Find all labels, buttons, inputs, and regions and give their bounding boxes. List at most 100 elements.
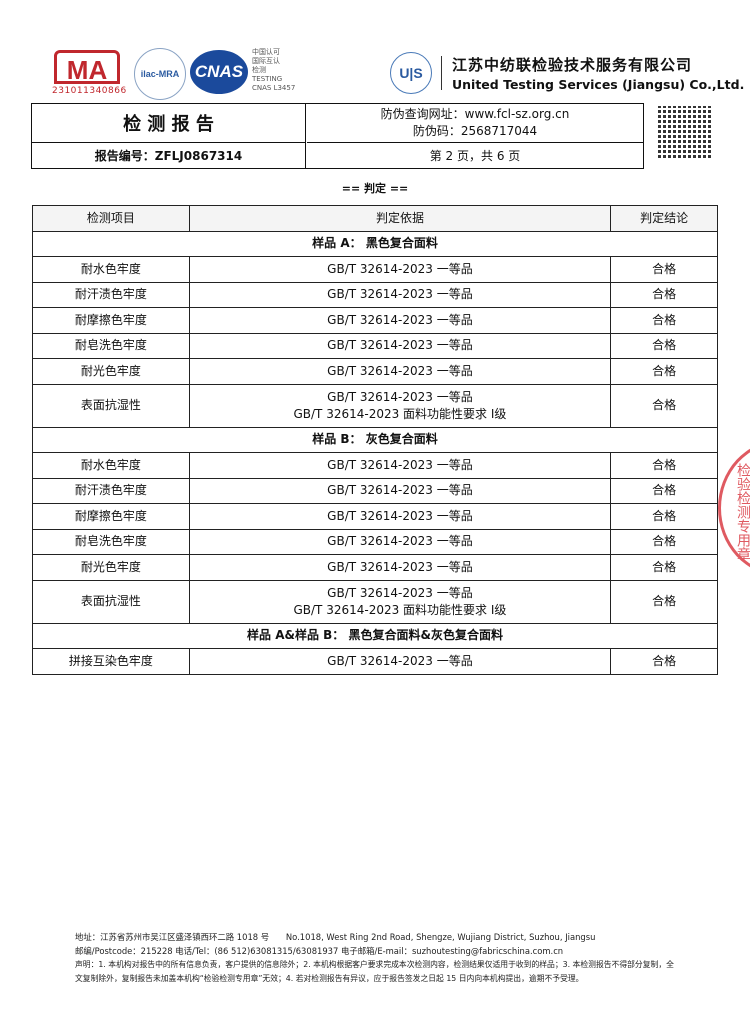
qr-code (658, 106, 712, 160)
footer-address: 地址：江苏省苏州市吴江区盛泽镇西环二路 1018 号 No.1018, West… (75, 932, 596, 942)
cnas-logo: CNAS (190, 50, 248, 94)
footer: 地址：江苏省苏州市吴江区盛泽镇西环二路 1018 号 No.1018, West… (75, 930, 675, 986)
table-row: 耐水色牢度 GB/T 32614-2023 一等品 合格 (32, 256, 718, 283)
basis-line: GB/T 32614-2023 面料功能性要求 Ⅰ级 (293, 406, 507, 421)
basis-cell: GB/T 32614-2023 一等品 (188, 358, 612, 385)
report-header-box: 检 测 报 告 防伪查询网址：www.fcl-sz.org.cn 防伪码：256… (31, 103, 644, 169)
table-row: 耐光色牢度 GB/T 32614-2023 一等品 合格 (32, 554, 718, 581)
basis-cell: GB/T 32614-2023 一等品 (188, 648, 612, 675)
basis-cell: GB/T 32614-2023 一等品 GB/T 32614-2023 面料功能性… (188, 579, 612, 624)
table-row: 表面抗湿性 GB/T 32614-2023 一等品 GB/T 32614-2023 … (32, 383, 718, 428)
basis-line: GB/T 32614-2023 面料功能性要求 Ⅰ级 (293, 602, 507, 617)
basis-line: GB/T 32614-2023 一等品 (327, 534, 473, 549)
group-title: 样品 A： 黑色复合面料 (32, 230, 718, 257)
basis-line: GB/T 32614-2023 一等品 (327, 287, 473, 302)
result: 合格 (610, 256, 718, 283)
table-row: 耐汗渍色牢度 GB/T 32614-2023 一等品 合格 (32, 281, 718, 308)
table-row: 表面抗湿性 GB/T 32614-2023 一等品 GB/T 32614-2023 … (32, 579, 718, 624)
group-row: 样品 B： 灰色复合面料 (32, 426, 718, 453)
divider (441, 56, 442, 90)
test-item: 耐皂洗色牢度 (32, 332, 190, 359)
basis-line: GB/T 32614-2023 一等品 (327, 338, 473, 353)
test-item: 耐汗渍色牢度 (32, 477, 190, 504)
result: 合格 (610, 648, 718, 675)
basis-line: GB/T 32614-2023 一等品 (327, 653, 473, 668)
cnas-text: 中国认可 国际互认 检测 TESTING CNAS L3457 (252, 48, 296, 92)
basis-cell: GB/T 32614-2023 一等品 (188, 256, 612, 283)
table-row: 耐光色牢度 GB/T 32614-2023 一等品 合格 (32, 358, 718, 385)
group-title: 样品 A&样品 B： 黑色复合面料&灰色复合面料 (32, 622, 718, 649)
result: 合格 (610, 528, 718, 555)
basis-line: GB/T 32614-2023 一等品 (327, 389, 473, 404)
basis-cell: GB/T 32614-2023 一等品 (188, 452, 612, 479)
basis-line: GB/T 32614-2023 一等品 (327, 585, 473, 600)
table-header-row: 检测项目 判定依据 判定结论 (32, 205, 718, 232)
report-number: 报告编号：ZFLJ0867314 (32, 143, 306, 168)
result: 合格 (610, 579, 718, 624)
test-item: 耐皂洗色牢度 (32, 528, 190, 555)
table-row: 耐摩擦色牢度 GB/T 32614-2023 一等品 合格 (32, 307, 718, 334)
verify-code: 防伪码：2568717044 (412, 124, 538, 138)
basis-cell: GB/T 32614-2023 一等品 (188, 554, 612, 581)
table-row: 耐摩擦色牢度 GB/T 32614-2023 一等品 合格 (32, 503, 718, 530)
test-item: 耐汗渍色牢度 (32, 281, 190, 308)
results-table: 检测项目 判定依据 判定结论 样品 A： 黑色复合面料 耐水色牢度 GB/T 32614-… (32, 205, 718, 675)
basis-line: GB/T 32614-2023 一等品 (327, 457, 473, 472)
basis-cell: GB/T 32614-2023 一等品 (188, 503, 612, 530)
column-header: 检测项目 (32, 205, 190, 232)
ilac-logo: ilac-MRA (134, 48, 186, 100)
basis-line: GB/T 32614-2023 一等品 (327, 312, 473, 327)
cma-logo: MA (54, 50, 120, 85)
result: 合格 (610, 503, 718, 530)
official-stamp: 检验检测专用章 (718, 440, 750, 576)
result: 合格 (610, 307, 718, 334)
result: 合格 (610, 477, 718, 504)
table-row: 耐水色牢度 GB/T 32614-2023 一等品 合格 (32, 452, 718, 479)
basis-cell: GB/T 32614-2023 一等品 (188, 307, 612, 334)
group-row: 样品 A&样品 B： 黑色复合面料&灰色复合面料 (32, 622, 718, 649)
column-header: 判定依据 (188, 205, 612, 232)
test-item: 耐水色牢度 (32, 452, 190, 479)
result: 合格 (610, 452, 718, 479)
uts-logo: U|S (390, 52, 432, 94)
test-item: 拼接互染色牢度 (32, 648, 190, 675)
company-name-cn: 江苏中纺联检验技术服务有限公司 (452, 56, 693, 74)
test-item: 耐光色牢度 (32, 358, 190, 385)
test-item: 耐水色牢度 (32, 256, 190, 283)
page-info: 第 2 页，共 6 页 (429, 149, 521, 163)
basis-line: GB/T 32614-2023 一等品 (327, 508, 473, 523)
basis-line: GB/T 32614-2023 一等品 (327, 261, 473, 276)
basis-line: GB/T 32614-2023 一等品 (327, 559, 473, 574)
test-item: 表面抗湿性 (32, 579, 190, 624)
company-name-en: United Testing Services (Jiangsu) Co.,Lt… (452, 77, 745, 92)
column-header: 判定结论 (610, 205, 718, 232)
basis-cell: GB/T 32614-2023 一等品 (188, 528, 612, 555)
footer-statement: 声明：1. 本机构对报告中的所有信息负责，客户提供的信息除外；2. 本机构根据客… (75, 960, 674, 983)
table-row: 耐皂洗色牢度 GB/T 32614-2023 一等品 合格 (32, 332, 718, 359)
cma-number: 231011340866 (52, 86, 127, 96)
basis-cell: GB/T 32614-2023 一等品 (188, 332, 612, 359)
basis-cell: GB/T 32614-2023 一等品 GB/T 32614-2023 面料功能性… (188, 383, 612, 428)
basis-line: GB/T 32614-2023 一等品 (327, 483, 473, 498)
verify-info: 防伪查询网址：www.fcl-sz.org.cn 防伪码：2568717044 (307, 104, 643, 143)
table-row: 拼接互染色牢度 GB/T 32614-2023 一等品 合格 (32, 648, 718, 675)
report-title: 检 测 报 告 (32, 104, 306, 143)
test-item: 耐光色牢度 (32, 554, 190, 581)
group-row: 样品 A： 黑色复合面料 (32, 230, 718, 257)
basis-line: GB/T 32614-2023 一等品 (327, 363, 473, 378)
table-row: 耐汗渍色牢度 GB/T 32614-2023 一等品 合格 (32, 477, 718, 504)
result: 合格 (610, 358, 718, 385)
basis-cell: GB/T 32614-2023 一等品 (188, 281, 612, 308)
footer-contact: 邮编/Postcode：215228 电话/Tel：(86 512)630813… (75, 946, 564, 956)
test-item: 表面抗湿性 (32, 383, 190, 428)
verify-url: 防伪查询网址：www.fcl-sz.org.cn (380, 107, 570, 121)
test-item: 耐摩擦色牢度 (32, 503, 190, 530)
result: 合格 (610, 554, 718, 581)
section-title: == 判定 == (341, 182, 409, 195)
result: 合格 (610, 383, 718, 428)
table-row: 耐皂洗色牢度 GB/T 32614-2023 一等品 合格 (32, 528, 718, 555)
result: 合格 (610, 332, 718, 359)
test-item: 耐摩擦色牢度 (32, 307, 190, 334)
group-title: 样品 B： 灰色复合面料 (32, 426, 718, 453)
basis-cell: GB/T 32614-2023 一等品 (188, 477, 612, 504)
